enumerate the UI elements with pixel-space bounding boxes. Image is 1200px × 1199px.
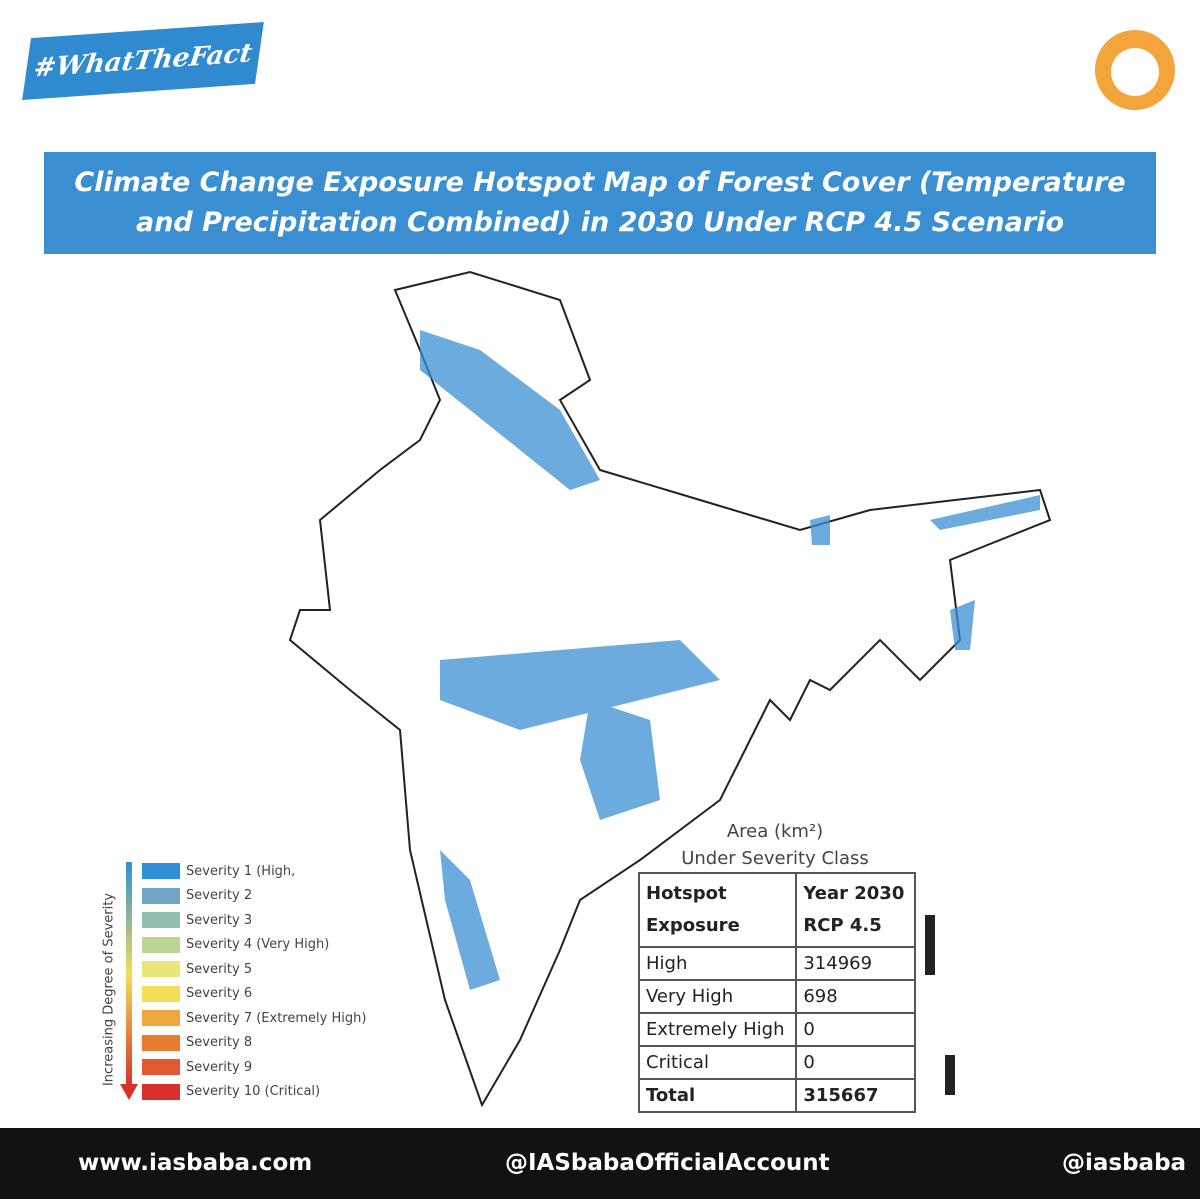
header-text: Year 2030: [803, 883, 905, 904]
caption-line: Under Severity Class: [681, 848, 869, 869]
header-cell: Hotspot Exposure: [637, 872, 798, 948]
table-cell: 314969: [795, 946, 916, 981]
legend-item: Severity 6: [142, 985, 252, 1003]
legend-label: Severity 1 (High,: [186, 863, 296, 879]
header-cell: Year 2030 RCP 4.5: [795, 872, 916, 948]
table-cell: 0: [795, 1012, 916, 1047]
header-row: Hotspot Exposure Year 2030 RCP 4.5: [637, 872, 916, 948]
instagram[interactable]: @iasbaba: [1062, 1150, 1187, 1176]
map: [288, 30, 1175, 1108]
title: Climate Change Exposure Hotspot Map of F…: [44, 152, 1156, 254]
header-text: Hotspot: [646, 883, 727, 904]
legend-item: Severity 4 (Very High): [142, 936, 329, 954]
header-text: RCP 4.5: [803, 915, 882, 936]
hotspot-areas: [420, 330, 1040, 990]
footer: www.iasbaba.com @IASbabaOfficialAccount …: [0, 1128, 1200, 1199]
title-line: Climate Change Exposure Hotspot Map of F…: [74, 167, 1126, 198]
legend-label: Severity 4 (Very High): [186, 937, 330, 952]
legend-item: Severity 8: [142, 1034, 252, 1052]
table-cell: Critical: [637, 1045, 798, 1080]
legend-item: Severity 2: [142, 887, 252, 905]
table-row: High 314969: [637, 946, 916, 981]
table-caption: Area (km²) Under Severity Class: [640, 818, 910, 872]
legend-label: Severity 5: [186, 961, 253, 977]
title-line: and Precipitation Combined) in 2030 Unde…: [135, 207, 1064, 238]
legend-swatch: [142, 936, 180, 953]
legend-swatch: [142, 1059, 180, 1075]
caption-line: Area (km²): [726, 821, 824, 842]
website[interactable]: www.iasbaba.com: [78, 1150, 313, 1176]
legend-label: Severity 2: [186, 888, 253, 903]
table-cell: Extremely High: [637, 1012, 798, 1047]
legend-swatch: [142, 1083, 180, 1100]
legend-axis-label: Increasing Degree of Severity: [101, 892, 117, 1087]
logo: [1095, 30, 1175, 110]
legend-item: Severity 7 (Extremely High): [142, 1009, 366, 1027]
islands: [925, 915, 955, 1095]
table-cell: 315667: [795, 1078, 916, 1113]
legend-swatch: [142, 912, 180, 928]
legend-label: Severity 3: [186, 912, 253, 928]
legend-label: Severity 10 (Critical): [186, 1084, 321, 1099]
legend-label: Severity 9: [186, 1059, 253, 1075]
table-cell: High: [637, 946, 798, 981]
area-table: Hotspot Exposure Year 2030 RCP 4.5 High 314…: [637, 872, 916, 1113]
table-row: Critical 0: [637, 1045, 916, 1080]
legend-item: Severity 3: [142, 911, 252, 929]
legend-swatch: [142, 1034, 180, 1051]
legend-arrow: [120, 862, 138, 1100]
table-row: Very High 698: [637, 979, 916, 1014]
table-row: Extremely High 0: [637, 1012, 916, 1047]
table-cell: Very High: [637, 979, 798, 1014]
table-cell: 0: [795, 1045, 916, 1080]
legend-label: Severity 6: [186, 986, 253, 1001]
legend-swatch: [142, 985, 180, 1002]
legend-swatch: [142, 887, 180, 904]
legend-swatch: [142, 961, 180, 977]
total-row: Total 315667: [637, 1078, 916, 1113]
legend-item: Severity 10 (Critical): [142, 1083, 320, 1101]
legend-label: Severity 7 (Extremely High): [186, 1010, 367, 1026]
header-text: Exposure: [646, 915, 740, 936]
legend-swatch: [142, 1010, 180, 1026]
table-cell: 698: [795, 979, 916, 1014]
legend-item: Severity 5: [142, 960, 252, 978]
legend-item: Severity 9: [142, 1058, 252, 1076]
telegram[interactable]: @IASbabaOfficialAccount: [505, 1150, 830, 1176]
legend-swatch: [142, 863, 180, 879]
table-cell: Total: [637, 1078, 798, 1113]
legend-label: Severity 8: [186, 1035, 253, 1050]
legend-item: Severity 1 (High,: [142, 862, 295, 880]
